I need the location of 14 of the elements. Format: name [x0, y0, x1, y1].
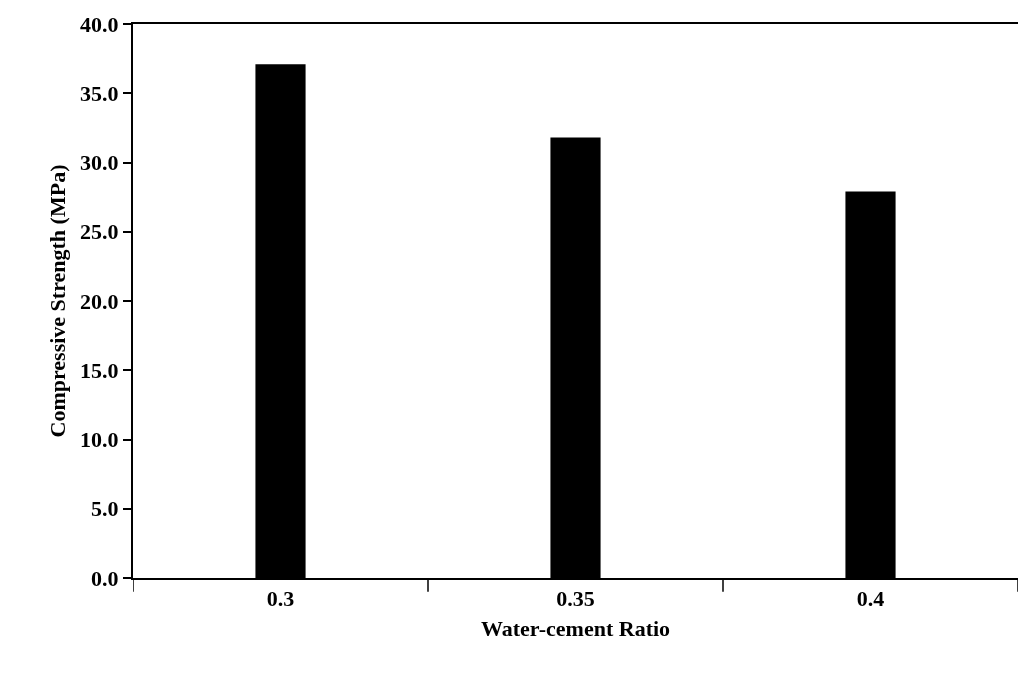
y-tick-label: 25.0: [80, 219, 119, 245]
y-tick-label: 40.0: [80, 11, 119, 37]
y-tick-label: 30.0: [80, 150, 119, 176]
y-tick-label: 35.0: [80, 80, 119, 106]
x-axis-title: Water-cement Ratio: [480, 615, 671, 641]
x-tick-label: 0.35: [556, 586, 595, 612]
x-tick-label: 0.4: [856, 586, 885, 612]
y-tick-label: 10.0: [80, 427, 119, 453]
y-tick-label: 20.0: [80, 288, 119, 314]
y-tick-label: 15.0: [80, 357, 119, 383]
y-tick-label: 5.0: [91, 496, 119, 522]
x-tick-label: 0.3: [266, 586, 295, 612]
y-tick-label: 0.0: [91, 565, 119, 591]
y-axis-title: Compressive Strength (MPa): [45, 164, 71, 438]
